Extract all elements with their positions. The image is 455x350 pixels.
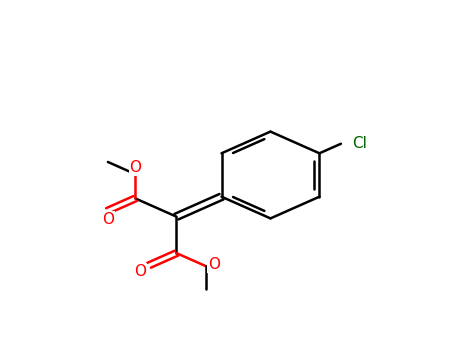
Text: O: O	[208, 257, 220, 272]
Text: Cl: Cl	[352, 136, 367, 151]
Text: O: O	[129, 160, 142, 175]
Text: O: O	[134, 264, 146, 279]
Text: O: O	[102, 212, 114, 227]
